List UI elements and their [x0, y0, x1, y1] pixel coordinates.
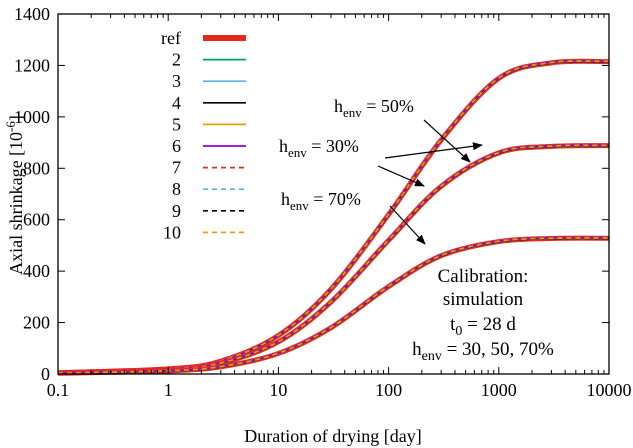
legend-entry: 9: [172, 201, 246, 221]
legend-label: 5: [172, 114, 181, 134]
x-tick-label: 1000: [481, 380, 517, 400]
legend-label: 4: [172, 93, 181, 113]
annotation-arrow: [377, 165, 425, 187]
annotation-arrow: [423, 119, 471, 163]
x-tick-label: 10000: [587, 380, 632, 400]
x-tick-label: 10: [269, 380, 287, 400]
y-tick-label: 1400: [14, 4, 50, 24]
legend-label: 3: [172, 71, 181, 91]
legend-label: 6: [172, 136, 181, 156]
series-line: [57, 60, 610, 374]
legend-label: ref: [161, 28, 181, 48]
y-tick-label: 200: [23, 313, 50, 333]
legend-label: 9: [172, 201, 181, 221]
x-tick-label: 1: [164, 380, 173, 400]
annotation-label: henv = 50%: [334, 96, 414, 120]
legend-entry: 5: [172, 114, 246, 134]
legend-entry: 8: [172, 179, 246, 199]
annotation-arrow: [389, 205, 426, 245]
curve-group: [57, 235, 610, 376]
legend-label: 2: [172, 50, 181, 70]
x-axis-label: Duration of drying [day]: [244, 426, 421, 446]
legend-entry: 3: [172, 71, 246, 91]
calibration-line-2: simulation: [443, 289, 524, 310]
y-tick-label: 800: [23, 158, 50, 178]
y-tick-label: 1000: [14, 107, 50, 127]
annotation-arrow: [384, 142, 483, 159]
legend-entry: 6: [172, 136, 246, 156]
y-axis-label: Axial shrinkage [10-6]: [3, 115, 26, 275]
annotation-label: henv = 30%: [279, 136, 359, 160]
legend-entry: 4: [172, 93, 246, 113]
y-tick-label: 1200: [14, 55, 50, 75]
legend-label: 10: [163, 222, 181, 242]
ticks-layer: 0.1 1 10 100 1000 10000 0 200 400 600 800 1000 1200 1…: [14, 4, 632, 400]
annotation-label: henv = 70%: [281, 189, 361, 213]
curves-layer: [57, 58, 610, 376]
legend-entry: 7: [172, 158, 246, 178]
calibration-line-1: Calibration:: [438, 266, 529, 287]
legend-label: 7: [172, 158, 181, 178]
plot-frame: [57, 13, 610, 375]
legend-entry: 2: [172, 50, 246, 70]
x-tick-label: 100: [375, 380, 402, 400]
x-tick-label: 0.1: [47, 380, 70, 400]
annotations: henv = 50% henv = 30% henv = 70%: [279, 96, 483, 245]
calibration-line-3: t0 = 28 d: [450, 314, 516, 339]
y-tick-label: 0: [41, 364, 50, 384]
y-tick-label: 600: [23, 210, 50, 230]
series-line: [57, 236, 610, 374]
calibration-line-4: henv = 30, 50, 70%: [412, 339, 554, 364]
legend-entry: ref: [161, 28, 246, 48]
legend-entry: 10: [163, 222, 246, 242]
y-tick-label: 400: [23, 261, 50, 281]
calibration-textbox: Calibration: simulation t0 = 28 d henv =…: [412, 266, 554, 364]
legend-label: 8: [172, 179, 181, 199]
